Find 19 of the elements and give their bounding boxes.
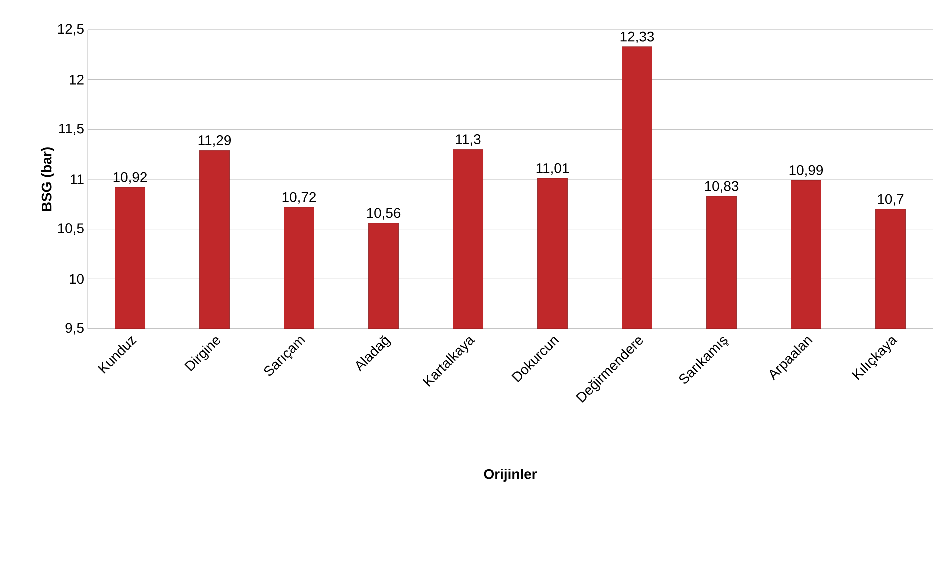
data-label: 10,83 bbox=[705, 181, 739, 193]
x-axis-title: Orijinler bbox=[484, 468, 538, 482]
y-tick-label: 11,5 bbox=[59, 124, 84, 136]
y-tick-label: 9,5 bbox=[66, 323, 84, 335]
y-tick-label: 11 bbox=[71, 174, 84, 184]
data-label: 11,01 bbox=[536, 163, 570, 175]
data-label: 10,92 bbox=[114, 172, 148, 184]
y-tick-label: 10 bbox=[70, 274, 84, 284]
data-label: 10,56 bbox=[367, 208, 401, 220]
y-tick-label: 12,5 bbox=[58, 24, 84, 36]
data-label: 10,7 bbox=[878, 194, 904, 206]
y-axis-title: BSG (bar) bbox=[42, 148, 54, 212]
y-tick-label: 10,5 bbox=[58, 224, 84, 236]
data-label: 11,3 bbox=[456, 134, 481, 146]
data-label: 12,33 bbox=[620, 32, 654, 44]
data-label: 10,99 bbox=[790, 165, 824, 177]
y-tick-label: 12 bbox=[70, 74, 84, 85]
data-label: 11,29 bbox=[198, 136, 232, 148]
data-label: 10,72 bbox=[282, 192, 316, 204]
